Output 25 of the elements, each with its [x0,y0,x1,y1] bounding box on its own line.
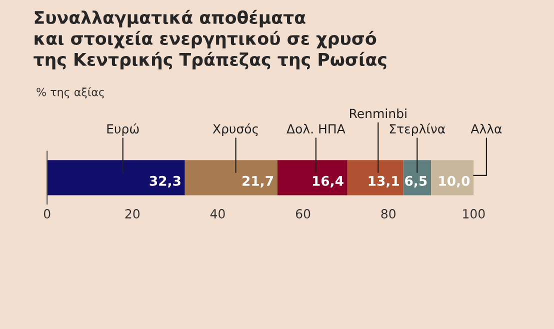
data-label: 13,1 [368,176,399,188]
chart-title: Συναλλαγματικά αποθέματα και στοιχεία ενεργητικού σε χρυσό της Κεντρικής Τράπεζας της Ρωσίας [34,10,386,70]
text: Αλλα [470,124,502,134]
x-tick-label: 80 [381,209,396,219]
bar [347,160,404,196]
x-tick-label: 40 [210,209,225,219]
data-label: 32,3 [150,176,180,188]
text: Renminbi [350,108,406,118]
chart-subtitle: % της αξίας [36,87,104,98]
x-tick-label: 20 [125,209,140,219]
series-label: Ευρώ [107,123,139,136]
x-tick-label: 100 [463,209,485,219]
series-label: Χρυσός [212,123,258,136]
data-label: 16,4 [312,176,344,188]
data-label: 21,7 [242,176,273,188]
data-label: 10,0 [439,176,470,188]
bar [47,160,185,196]
bar [431,160,474,196]
x-tick-label: 60 [296,209,310,219]
bar [277,160,348,196]
text: Δολ. ΗΠΑ [286,124,346,134]
data-label: 6,5 [405,176,427,188]
text: Στερλίνα [390,123,446,136]
bar [184,160,278,196]
x-tick-label: 0 [44,209,50,219]
